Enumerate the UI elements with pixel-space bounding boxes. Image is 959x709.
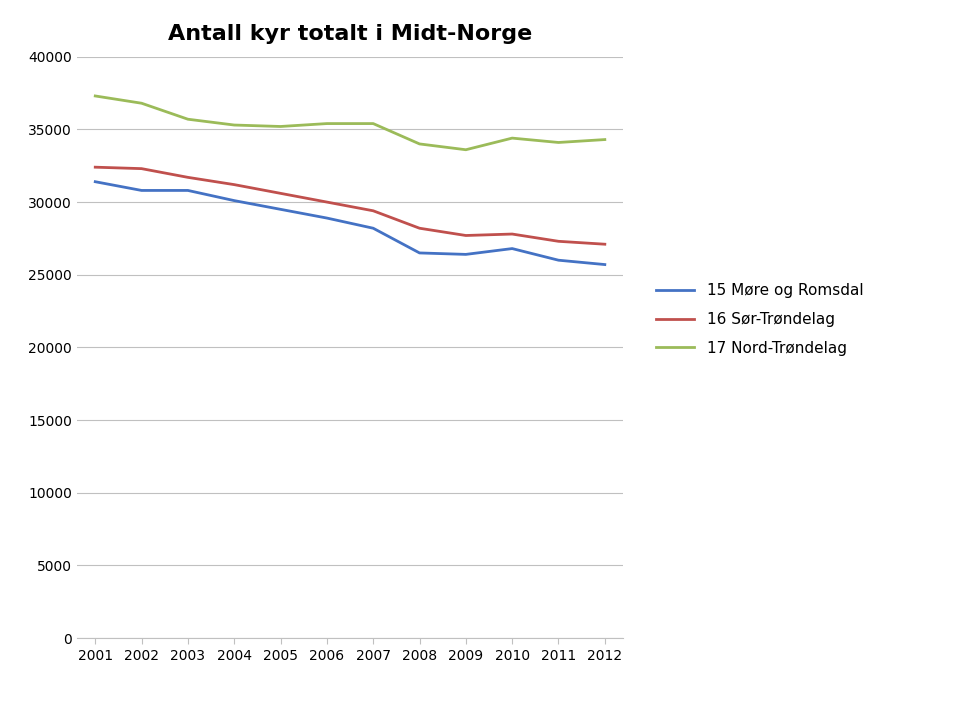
16 Sør-Trøndelag: [367, 206, 379, 215]
16 Sør-Trøndelag: [413, 224, 425, 233]
15 Møre og Romsdal: [321, 214, 333, 223]
16 Sør-Trøndelag: [599, 240, 611, 248]
16 Sør-Trøndelag: [89, 163, 101, 172]
15 Møre og Romsdal: [460, 250, 472, 259]
15 Møre og Romsdal: [367, 224, 379, 233]
17 Nord-Trøndelag: [367, 119, 379, 128]
16 Sør-Trøndelag: [136, 164, 148, 173]
17 Nord-Trøndelag: [136, 99, 148, 108]
Line: 15 Møre og Romsdal: 15 Møre og Romsdal: [95, 182, 605, 264]
17 Nord-Trøndelag: [460, 145, 472, 154]
Line: 17 Nord-Trøndelag: 17 Nord-Trøndelag: [95, 96, 605, 150]
15 Møre og Romsdal: [599, 260, 611, 269]
16 Sør-Trøndelag: [460, 231, 472, 240]
15 Møre og Romsdal: [506, 245, 518, 253]
Title: Antall kyr totalt i Midt-Norge: Antall kyr totalt i Midt-Norge: [168, 24, 532, 44]
17 Nord-Trøndelag: [599, 135, 611, 144]
17 Nord-Trøndelag: [275, 122, 287, 130]
17 Nord-Trøndelag: [321, 119, 333, 128]
17 Nord-Trøndelag: [89, 91, 101, 100]
17 Nord-Trøndelag: [228, 121, 240, 129]
17 Nord-Trøndelag: [552, 138, 564, 147]
16 Sør-Trøndelag: [228, 180, 240, 189]
16 Sør-Trøndelag: [321, 198, 333, 206]
15 Møre og Romsdal: [228, 196, 240, 205]
16 Sør-Trøndelag: [182, 173, 194, 182]
17 Nord-Trøndelag: [506, 134, 518, 143]
16 Sør-Trøndelag: [552, 237, 564, 245]
15 Møre og Romsdal: [182, 186, 194, 195]
16 Sør-Trøndelag: [506, 230, 518, 238]
15 Møre og Romsdal: [275, 205, 287, 213]
Legend: 15 Møre og Romsdal, 16 Sør-Trøndelag, 17 Nord-Trøndelag: 15 Møre og Romsdal, 16 Sør-Trøndelag, 17…: [650, 277, 870, 362]
15 Møre og Romsdal: [552, 256, 564, 264]
17 Nord-Trøndelag: [182, 115, 194, 123]
16 Sør-Trøndelag: [275, 189, 287, 198]
17 Nord-Trøndelag: [413, 140, 425, 148]
15 Møre og Romsdal: [136, 186, 148, 195]
Line: 16 Sør-Trøndelag: 16 Sør-Trøndelag: [95, 167, 605, 244]
15 Møre og Romsdal: [89, 177, 101, 186]
15 Møre og Romsdal: [413, 249, 425, 257]
